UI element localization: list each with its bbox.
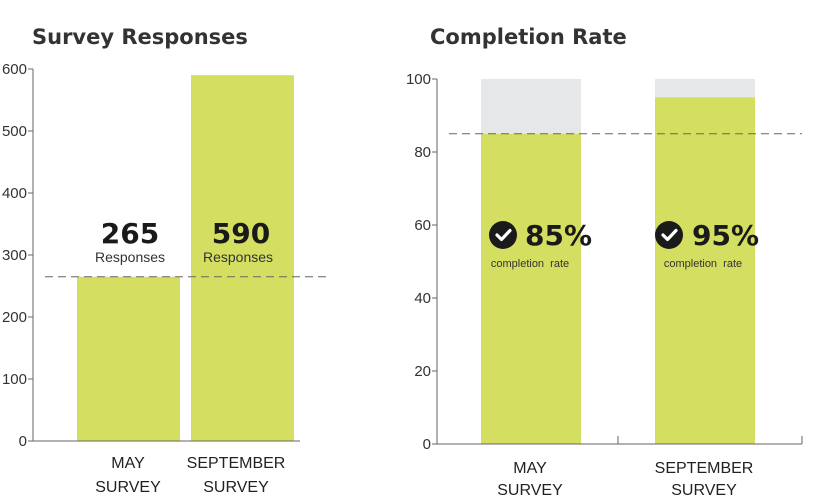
chart1-y-tick-label: 300 — [2, 247, 27, 264]
chart2-y-tick-label: 80 — [414, 144, 431, 161]
chart2-y-tick-label: 0 — [423, 436, 431, 453]
chart2-category-may-line1: MAY — [513, 460, 547, 477]
chart1-unit-label-september: Responses — [203, 249, 273, 265]
chart2-bar-remainder-may — [481, 79, 581, 134]
chart2-y-tick-label: 100 — [406, 71, 431, 88]
chart2-value-label-may: 85% — [525, 219, 592, 252]
chart1-bar-may — [77, 276, 180, 441]
chart2-bars — [481, 79, 755, 444]
chart1-title: Survey Responses — [32, 25, 248, 49]
chart2-category-september-line2: SURVEY — [671, 482, 737, 499]
chart2-unit-label-september: completion rate — [664, 258, 742, 270]
chart2-category-september-line1: SEPTEMBER — [655, 460, 754, 477]
chart1-value-label-september: 590 — [212, 217, 270, 250]
chart1-category-labels: MAY SURVEY SEPTEMBER SURVEY — [95, 455, 285, 496]
chart1-category-september-line1: SEPTEMBER — [187, 455, 286, 472]
chart1-y-axis-ticks: 0 100 200 300 400 500 600 — [2, 61, 33, 450]
chart2-y-tick-label: 20 — [414, 363, 431, 380]
chart2-unit-label-may: completion rate — [491, 258, 569, 270]
check-circle-icon — [489, 221, 517, 249]
chart2-axes — [436, 79, 803, 445]
chart1-y-tick-label: 200 — [2, 309, 27, 326]
chart1-bar-september — [191, 75, 294, 441]
chart1-y-tick-label: 500 — [2, 123, 27, 140]
completion-rate-chart: Completion Rate 0 20 40 60 80 100 85% complet… — [406, 25, 803, 499]
chart2-value-labels: 85% completion rate 95% completion rate — [489, 219, 759, 270]
chart1-y-tick-label: 600 — [2, 61, 27, 78]
chart1-unit-label-may: Responses — [95, 249, 165, 265]
chart1-y-tick-label: 0 — [19, 433, 27, 450]
chart2-y-tick-label: 60 — [414, 217, 431, 234]
chart2-value-label-september: 95% — [692, 219, 759, 252]
chart2-category-may-line2: SURVEY — [497, 482, 563, 499]
chart1-bars — [77, 75, 294, 441]
survey-responses-chart: Survey Responses 0 100 200 300 400 500 600 265… — [2, 25, 328, 496]
chart1-category-may-line1: MAY — [111, 455, 145, 472]
chart1-category-may-line2: SURVEY — [95, 479, 161, 496]
chart1-value-labels: 265 Responses 590 Responses — [95, 217, 273, 265]
chart2-y-tick-label: 40 — [414, 290, 431, 307]
chart2-title: Completion Rate — [430, 25, 627, 49]
chart2-bar-remainder-september — [655, 79, 755, 98]
chart2-y-axis-ticks: 0 20 40 60 80 100 — [406, 71, 437, 453]
chart1-category-september-line2: SURVEY — [203, 479, 269, 496]
chart1-value-label-may: 265 — [101, 217, 159, 250]
chart2-category-labels: MAY SURVEY SEPTEMBER SURVEY — [497, 460, 753, 499]
chart2-bar-may — [481, 133, 581, 444]
chart1-y-tick-label: 100 — [2, 371, 27, 388]
chart2-bar-september — [655, 97, 755, 444]
chart1-axes — [32, 69, 300, 442]
check-circle-icon — [655, 221, 683, 249]
chart1-y-tick-label: 400 — [2, 185, 27, 202]
